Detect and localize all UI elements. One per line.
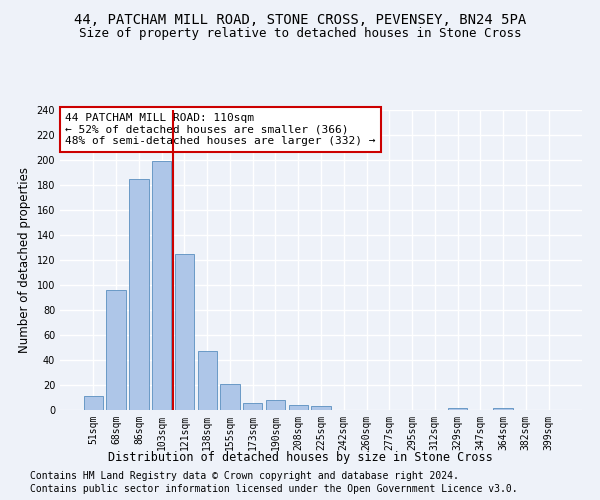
Bar: [289, 405, 308, 410]
Bar: [84, 396, 103, 410]
Y-axis label: Number of detached properties: Number of detached properties: [18, 167, 31, 353]
Text: Contains public sector information licensed under the Open Government Licence v3: Contains public sector information licen…: [30, 484, 518, 494]
Text: 44 PATCHAM MILL ROAD: 110sqm
← 52% of detached houses are smaller (366)
48% of s: 44 PATCHAM MILL ROAD: 110sqm ← 52% of de…: [65, 113, 376, 146]
Text: Contains HM Land Registry data © Crown copyright and database right 2024.: Contains HM Land Registry data © Crown c…: [30, 471, 459, 481]
Bar: [266, 400, 285, 410]
Text: Size of property relative to detached houses in Stone Cross: Size of property relative to detached ho…: [79, 28, 521, 40]
Bar: [493, 408, 513, 410]
Bar: [197, 351, 217, 410]
Bar: [152, 161, 172, 410]
Bar: [311, 406, 331, 410]
Text: Distribution of detached houses by size in Stone Cross: Distribution of detached houses by size …: [107, 451, 493, 464]
Bar: [220, 384, 239, 410]
Bar: [129, 179, 149, 410]
Bar: [448, 408, 467, 410]
Bar: [175, 254, 194, 410]
Bar: [106, 290, 126, 410]
Bar: [243, 402, 262, 410]
Text: 44, PATCHAM MILL ROAD, STONE CROSS, PEVENSEY, BN24 5PA: 44, PATCHAM MILL ROAD, STONE CROSS, PEVE…: [74, 12, 526, 26]
